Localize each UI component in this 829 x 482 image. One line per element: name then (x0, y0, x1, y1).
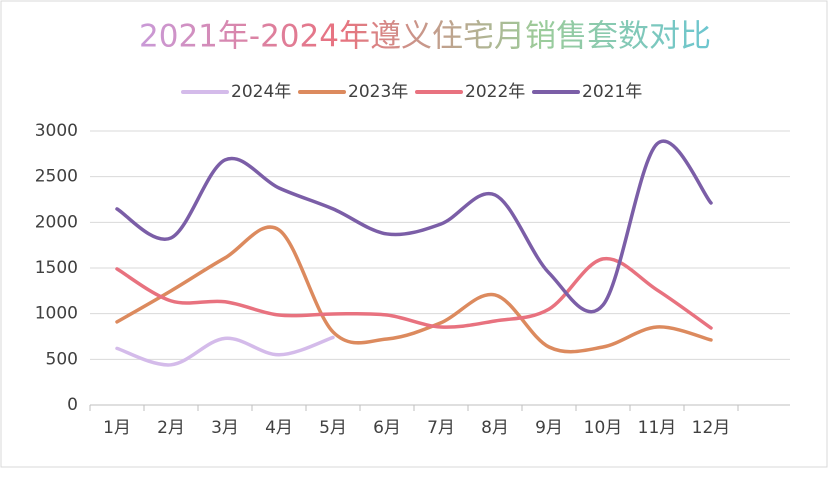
y-tick-label: 1500 (35, 258, 78, 278)
x-tick-label: 5月 (319, 418, 347, 438)
x-tick-label: 7月 (427, 418, 455, 438)
y-tick-label: 500 (46, 349, 78, 369)
x-tick-label: 4月 (265, 418, 293, 438)
series-line (115, 139, 713, 314)
x-tick-label: 12月 (692, 418, 731, 438)
y-tick-label: 2000 (35, 212, 78, 232)
x-tick-label: 6月 (373, 418, 401, 438)
y-tick-label: 2500 (35, 167, 78, 187)
legend-label: 2023年 (348, 82, 408, 102)
legend-label: 2024年 (231, 82, 291, 102)
chart-title: 2021年-2024年遵义住宅月销售套数对比 (139, 19, 711, 55)
x-tick-label: 3月 (211, 418, 239, 438)
y-tick-label: 1000 (35, 304, 78, 324)
y-tick-label: 3000 (35, 121, 78, 141)
x-tick-label: 9月 (535, 418, 563, 438)
y-tick-label: 0 (67, 395, 78, 415)
x-tick-label: 11月 (638, 418, 677, 438)
x-tick-label: 2月 (157, 418, 185, 438)
x-tick-label: 8月 (481, 418, 509, 438)
x-tick-label: 1月 (103, 418, 131, 438)
x-tick-label: 10月 (584, 418, 623, 438)
series-line (115, 335, 335, 367)
series-line (115, 225, 713, 354)
series-line (115, 256, 713, 330)
legend-label: 2022年 (465, 82, 525, 102)
legend-label: 2021年 (582, 82, 642, 102)
